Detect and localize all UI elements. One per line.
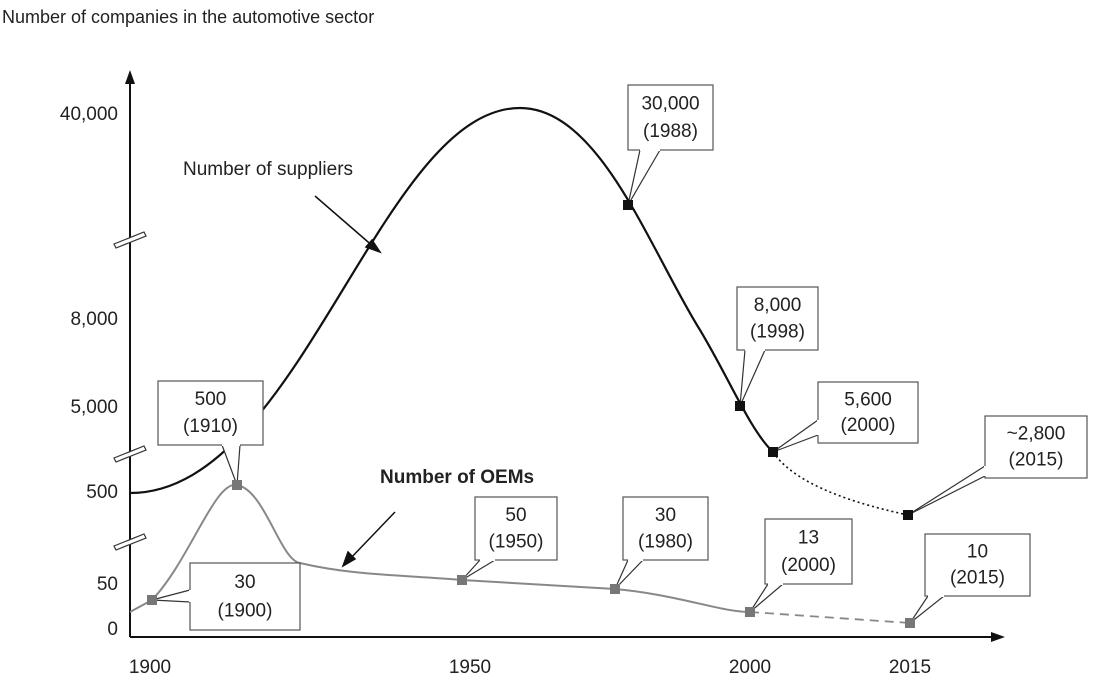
callout-year: (2015) (950, 568, 1005, 589)
callout-value: 30 (655, 505, 676, 526)
callout-box (622, 496, 709, 561)
point-marker (745, 607, 755, 617)
callout-year: (1988) (643, 121, 698, 142)
callout-year: (2015) (1009, 450, 1064, 471)
callout-box (474, 496, 558, 561)
point-marker (457, 575, 467, 585)
callout-box (764, 518, 853, 585)
point-marker (903, 510, 913, 520)
callout: 8,000 (1998) (735, 286, 819, 411)
callout-value: 5,600 (844, 389, 892, 410)
callout-box (189, 562, 301, 631)
callout-pointer (221, 444, 241, 486)
oems-arrow (341, 511, 396, 568)
axes (125, 70, 1005, 642)
callout-value: 10 (967, 542, 988, 563)
callout-pointer (739, 349, 766, 407)
callout-year: (1980) (638, 531, 693, 552)
oems-projection (749, 611, 911, 624)
point-marker (232, 480, 242, 490)
callout-pointer (151, 589, 191, 603)
point-marker (147, 595, 157, 605)
x-axis-label: 2000 (729, 657, 771, 678)
callout-box (984, 415, 1088, 479)
callout: 30 (1980) (610, 496, 709, 594)
callout-year: (1910) (183, 416, 238, 437)
callout-box (157, 380, 264, 446)
y-axis-label: 50 (97, 574, 118, 595)
callout-value: 500 (195, 389, 227, 410)
callout-year: (2000) (841, 415, 896, 436)
callout: ~2,800 (2015) (903, 415, 1088, 520)
x-axis-label: 1900 (129, 657, 171, 678)
callout-value: ~2,800 (1007, 424, 1066, 445)
callout-value: 30 (234, 572, 255, 593)
x-axis-label: 1950 (449, 657, 491, 678)
y-axis-label: 40,000 (60, 104, 118, 125)
callout-value: 13 (798, 528, 819, 549)
callout-value: 50 (505, 505, 526, 526)
callout-year: (1998) (750, 321, 805, 342)
callout-value: 30,000 (641, 94, 699, 115)
point-marker (768, 447, 778, 457)
callout-pointer (907, 464, 986, 516)
callout-pointer (627, 149, 662, 206)
point-marker (735, 401, 745, 411)
callout: 30,000 (1988) (623, 84, 714, 210)
title: Number of companies in the automotive se… (2, 7, 374, 27)
callout: 5,600 (2000) (768, 381, 919, 457)
y-axis-label: 5,000 (70, 397, 118, 418)
point-marker (610, 584, 620, 594)
callout-box (627, 84, 714, 151)
suppliers-curve (129, 106, 774, 495)
y-axis-label: 8,000 (70, 309, 118, 330)
point-marker (905, 618, 915, 628)
suppliers-label: Number of suppliers (183, 159, 353, 180)
suppliers-arrow (314, 195, 382, 254)
x-axis-label: 2015 (889, 657, 931, 678)
callout: 50 (1950) (457, 496, 558, 585)
callout-box (924, 533, 1031, 597)
callout-value: 8,000 (754, 295, 802, 316)
callout-year: (2000) (781, 555, 836, 576)
callout: 30 (1900) (147, 562, 301, 631)
y-axis-label: 0 (107, 619, 118, 640)
callout-year: (1900) (218, 600, 273, 621)
callout-box (736, 286, 819, 351)
suppliers-projection (772, 451, 909, 516)
axis-breaks (113, 231, 147, 551)
callout-box (817, 381, 919, 444)
callout: 500 (1910) (157, 380, 264, 490)
point-marker (623, 200, 633, 210)
y-axis-label: 500 (86, 482, 118, 503)
callout: 10 (2015) (905, 533, 1031, 628)
oems-label: Number of OEMs (380, 467, 534, 488)
callout-pointer (772, 418, 819, 453)
callout-year: (1950) (489, 531, 544, 552)
callout-pointer (909, 595, 946, 624)
callout: 13 (2000) (745, 518, 853, 617)
